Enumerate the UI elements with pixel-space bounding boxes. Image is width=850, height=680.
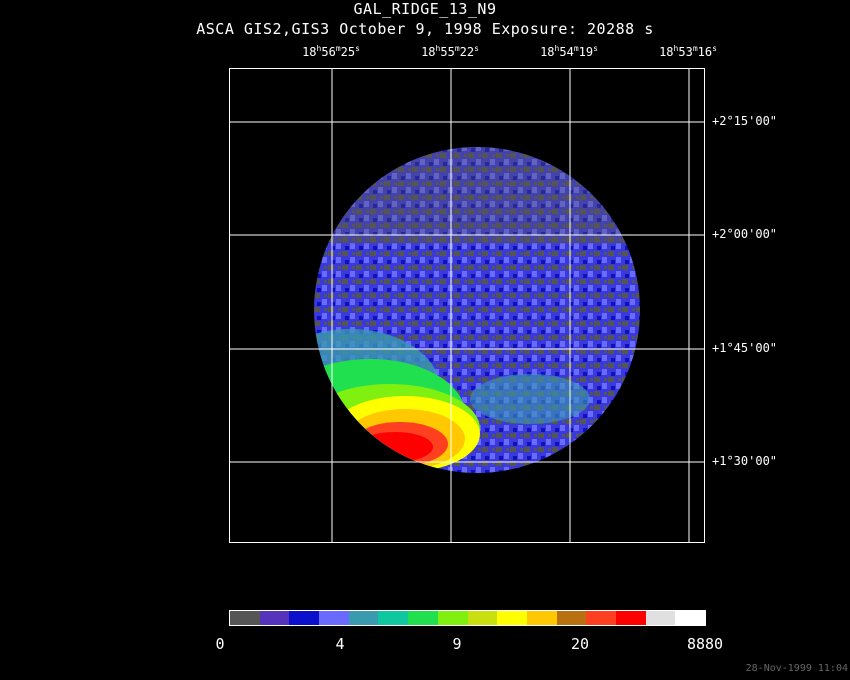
color-swatch (319, 611, 349, 625)
color-scale-tick-label: 0 (215, 635, 225, 653)
color-swatch (259, 611, 290, 625)
color-swatch (586, 611, 616, 625)
dec-tick-label: +1°30'00" (712, 454, 778, 468)
color-scale-tick-label: 8880 (686, 635, 724, 653)
coordinate-grid (230, 69, 704, 542)
color-swatch (615, 611, 646, 625)
dec-tick-label: +2°15'00" (712, 114, 778, 128)
ra-tick-label: 18h54m19s (540, 44, 598, 59)
xray-sky-map (230, 69, 704, 542)
timestamp: 28-Nov-1999 11:04 (745, 663, 848, 674)
color-swatch (497, 611, 527, 625)
color-swatch (467, 611, 498, 625)
color-swatch (556, 611, 587, 625)
color-swatch (645, 611, 676, 625)
ra-tick-label: 18h53m16s (659, 44, 717, 59)
detector-field (314, 147, 640, 473)
dec-tick-label: +1°45'00" (712, 341, 778, 355)
color-swatch (230, 611, 260, 625)
sky-image-panel (229, 68, 705, 543)
color-swatch (348, 611, 379, 625)
color-scale-tick-label: 4 (335, 635, 345, 653)
color-scale-tick-label: 9 (452, 635, 462, 653)
color-scale-tick-label: 20 (570, 635, 590, 653)
color-swatch (289, 611, 320, 625)
ra-tick-label: 18h56m25s (302, 44, 360, 59)
image-subtitle: ASCA GIS2,GIS3 October 9, 1998 Exposure:… (196, 20, 654, 38)
image-title: GAL_RIDGE_13_N9 (353, 0, 497, 18)
color-swatch (408, 611, 438, 625)
color-swatch (378, 611, 409, 625)
dec-tick-label: +2°00'00" (712, 227, 778, 241)
color-swatch (675, 611, 705, 625)
ra-tick-label: 18h55m22s (421, 44, 479, 59)
color-swatch (437, 611, 468, 625)
color-scale-bar (229, 610, 706, 626)
color-swatch (526, 611, 557, 625)
